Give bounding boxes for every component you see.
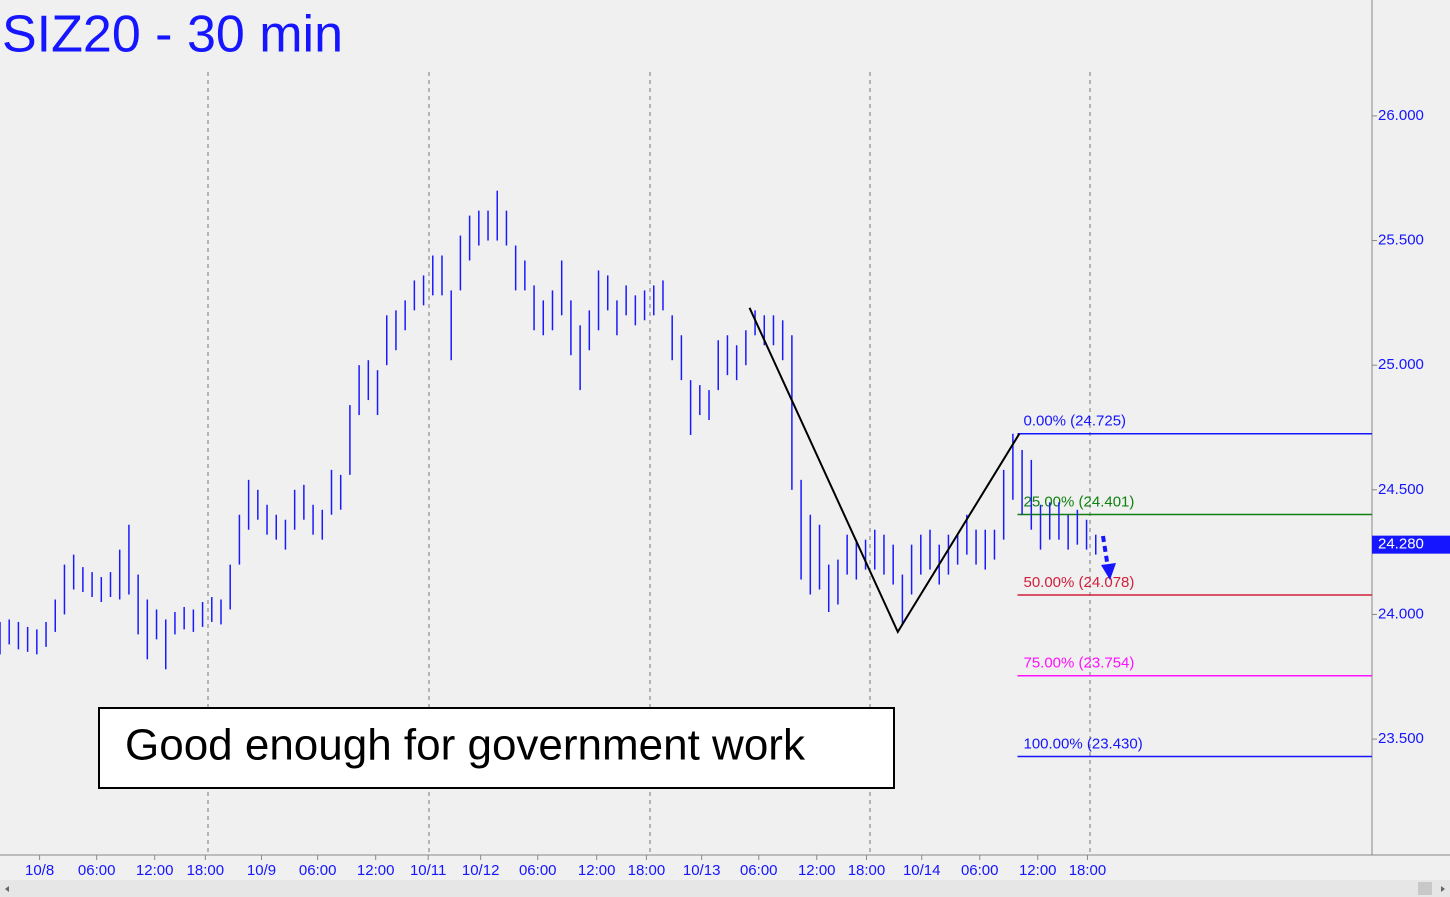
last-price-label: 24.280 bbox=[1378, 536, 1424, 553]
arrow-head bbox=[1101, 563, 1116, 580]
x-tick-label: 12:00 bbox=[357, 862, 395, 879]
y-tick-label: 25.000 bbox=[1378, 356, 1424, 373]
x-tick-label: 12:00 bbox=[578, 862, 616, 879]
plot: 26.000 25.500 25.000 24.500 24.000 23.500 10/8… bbox=[0, 107, 1424, 879]
x-tick-label: 12:00 bbox=[798, 862, 836, 879]
session-breaks bbox=[207, 72, 1091, 855]
level-label: 75.00% (23.754) bbox=[1023, 655, 1134, 672]
x-tick-label: 06:00 bbox=[78, 862, 116, 879]
x-tick-label: 10/11 bbox=[410, 862, 446, 879]
level-label: 0.00% (24.725) bbox=[1023, 413, 1126, 430]
annotation-box bbox=[98, 707, 895, 789]
x-tick-label: 12:00 bbox=[1019, 862, 1057, 879]
x-tick-label: 06:00 bbox=[519, 862, 557, 879]
x-tick-label: 12:00 bbox=[136, 862, 174, 879]
scroll-right[interactable] bbox=[1441, 886, 1445, 892]
scroll-left[interactable] bbox=[5, 886, 9, 892]
x-tick-label: 10/12 bbox=[462, 862, 500, 879]
x-tick-label: 10/14 bbox=[903, 862, 941, 879]
arrow-shaft bbox=[1101, 535, 1110, 569]
x-tick-label: 10/13 bbox=[683, 862, 721, 879]
y-tick-label: 24.000 bbox=[1378, 605, 1424, 622]
x-tick-label: 10/8 bbox=[25, 862, 54, 879]
abc-pattern bbox=[748, 307, 1021, 635]
projection-arrow bbox=[1101, 535, 1116, 580]
last-price-box bbox=[1372, 535, 1450, 554]
x-tick-label: 18:00 bbox=[1069, 862, 1107, 879]
x-tick-label: 18:00 bbox=[848, 862, 886, 879]
annotation: Good enough for government work bbox=[125, 721, 806, 770]
level-label: 50.00% (24.078) bbox=[1023, 574, 1134, 591]
y-tick-label: 25.500 bbox=[1378, 232, 1424, 249]
level-label: 25.00% (24.401) bbox=[1023, 493, 1134, 510]
y-tick-label: 26.000 bbox=[1378, 107, 1424, 124]
chart-title: SIZ20 - 30 min bbox=[2, 6, 343, 64]
scroll-thumb[interactable] bbox=[1418, 882, 1432, 895]
y-tick-label: 24.500 bbox=[1378, 481, 1424, 498]
x-tick-label: 06:00 bbox=[961, 862, 999, 879]
scrollbar[interactable] bbox=[0, 880, 1450, 897]
x-tick-label: 10/9 bbox=[247, 862, 276, 879]
level-label: 100.00% (23.430) bbox=[1023, 736, 1142, 753]
x-tick-label: 06:00 bbox=[299, 862, 337, 879]
x-tick-label: 06:00 bbox=[740, 862, 778, 879]
x-tick-label: 18:00 bbox=[187, 862, 225, 879]
y-tick-label: 23.500 bbox=[1378, 730, 1424, 747]
x-tick-label: 18:00 bbox=[628, 862, 666, 879]
